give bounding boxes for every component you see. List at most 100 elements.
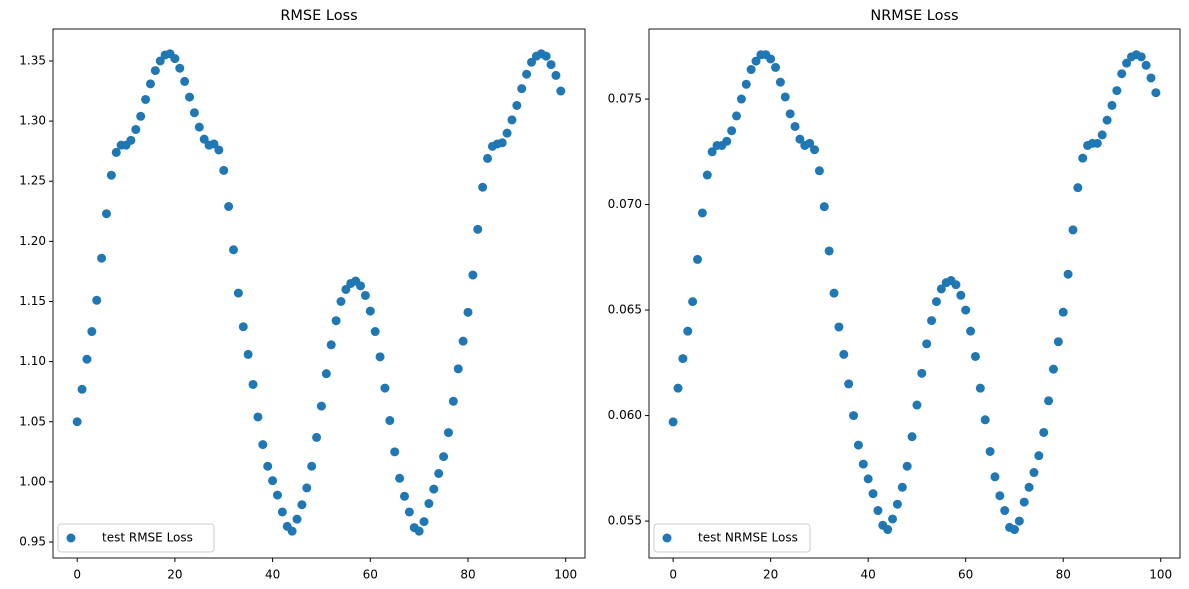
data-point: [853, 440, 863, 450]
data-point: [175, 63, 185, 73]
x-tick-label: 20: [167, 568, 182, 582]
data-point: [927, 316, 937, 326]
data-point: [819, 202, 829, 212]
data-point: [522, 69, 532, 79]
data-point: [502, 128, 512, 138]
y-tick-label: 0.065: [608, 303, 642, 317]
data-point: [810, 145, 820, 155]
data-point: [145, 79, 155, 89]
chart-title: NRMSE Loss: [870, 8, 958, 24]
x-tick-label: 20: [763, 568, 778, 582]
data-point: [1117, 69, 1127, 79]
data-point: [702, 170, 712, 180]
x-tick-label: 60: [363, 568, 378, 582]
data-point: [839, 349, 849, 359]
data-point: [1102, 115, 1112, 125]
data-point: [302, 483, 312, 493]
data-point: [1078, 153, 1088, 163]
data-point: [448, 396, 458, 406]
data-point: [131, 125, 141, 135]
data-point: [375, 352, 385, 362]
data-point: [732, 111, 742, 121]
data-point: [72, 417, 82, 427]
data-point: [458, 336, 468, 346]
y-tick-label: 0.95: [19, 535, 46, 549]
data-point: [414, 526, 424, 536]
data-point: [336, 296, 346, 306]
data-point: [1092, 138, 1102, 148]
data-point: [888, 514, 898, 524]
data-point: [292, 514, 302, 524]
legend-marker: [662, 533, 672, 543]
data-point: [209, 139, 219, 149]
data-point: [951, 280, 961, 290]
data-point: [463, 307, 473, 317]
y-tick-label: 0.070: [608, 197, 642, 211]
data-point: [814, 166, 824, 176]
data-point: [1141, 60, 1151, 70]
data-point: [243, 349, 253, 359]
data-point: [907, 432, 917, 442]
data-point: [849, 411, 859, 421]
y-tick-label: 1.35: [19, 53, 46, 67]
data-point: [858, 459, 868, 469]
y-tick-label: 1.15: [19, 294, 46, 308]
data-point: [92, 295, 102, 305]
data-point: [238, 322, 248, 332]
y-tick-label: 1.25: [19, 174, 46, 188]
data-point: [253, 412, 263, 422]
plot-frame: [52, 28, 586, 559]
data-point: [483, 153, 493, 163]
data-point: [1151, 88, 1161, 98]
data-point: [199, 134, 209, 144]
y-tick-label: 1.20: [19, 234, 46, 248]
data-point: [321, 369, 331, 379]
data-point: [922, 339, 932, 349]
data-point: [766, 54, 776, 64]
data-point: [1073, 183, 1083, 193]
x-tick-label: 80: [1056, 568, 1071, 582]
data-point: [1063, 269, 1073, 279]
data-point: [189, 108, 199, 118]
y-tick-label: 0.060: [608, 408, 642, 422]
y-tick-label: 1.00: [19, 474, 46, 488]
data-point: [873, 506, 883, 516]
data-point: [746, 65, 756, 75]
data-point: [1044, 396, 1054, 406]
data-point: [722, 136, 732, 146]
data-point: [1058, 307, 1068, 317]
data-point: [892, 499, 902, 509]
data-point: [268, 476, 278, 486]
data-point: [87, 327, 97, 337]
y-tick-label: 1.30: [19, 114, 46, 128]
data-point: [970, 351, 980, 361]
data-point: [1019, 497, 1029, 507]
data-point: [1009, 525, 1019, 535]
data-point: [902, 461, 912, 471]
data-point: [824, 246, 834, 256]
data-point: [551, 70, 561, 80]
data-point: [688, 297, 698, 307]
data-point: [1112, 86, 1122, 96]
data-point: [507, 115, 517, 125]
data-point: [829, 288, 839, 298]
data-point: [101, 209, 111, 219]
data-point: [468, 270, 478, 280]
data-point: [194, 122, 204, 132]
data-point: [77, 384, 87, 394]
data-point: [443, 428, 453, 438]
data-point: [805, 138, 815, 148]
data-point: [82, 354, 92, 364]
data-point: [771, 62, 781, 72]
data-point: [385, 416, 395, 426]
data-point: [395, 473, 405, 483]
x-tick-label: 100: [1149, 568, 1172, 582]
data-point: [775, 77, 785, 87]
data-point: [990, 472, 1000, 482]
data-point: [780, 92, 790, 102]
data-point: [668, 417, 678, 427]
data-point: [1122, 58, 1132, 68]
data-point: [307, 461, 317, 471]
data-point: [1136, 52, 1146, 62]
data-point: [312, 432, 322, 442]
